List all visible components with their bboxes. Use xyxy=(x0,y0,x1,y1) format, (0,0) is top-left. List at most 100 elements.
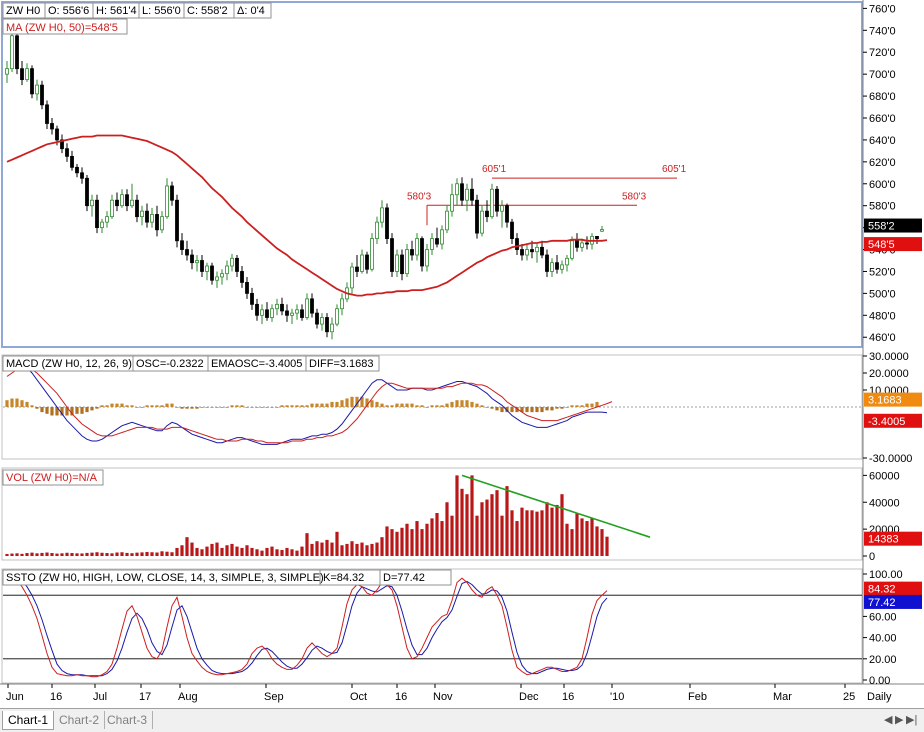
volume-bar xyxy=(515,521,519,556)
macd-histogram-bar xyxy=(135,407,139,408)
price-axis-label: 660'0 xyxy=(869,113,896,125)
x-axis-label: Nov xyxy=(433,691,453,703)
volume-bar xyxy=(370,543,374,556)
volume-bar xyxy=(150,552,154,556)
volume-bar xyxy=(570,529,574,556)
candle-body xyxy=(230,257,234,267)
candle-body xyxy=(280,303,284,312)
volume-bar xyxy=(20,553,24,556)
ssto-d-tag: 77.42 xyxy=(868,597,896,609)
candle-body xyxy=(155,214,159,231)
volume-trendline xyxy=(461,474,651,538)
volume-bar xyxy=(70,553,74,556)
volume-label: VOL (ZW H0)=N/A xyxy=(6,472,98,484)
candle-body xyxy=(365,254,369,270)
macd-histogram-bar xyxy=(275,407,279,408)
volume-header: VOL (ZW H0)=N/A xyxy=(2,469,104,486)
ssto-axis-label: 40.00 xyxy=(869,633,897,645)
candle-body xyxy=(430,238,434,250)
macd-axis-label: 20.0000 xyxy=(869,368,909,380)
volume-bar xyxy=(100,552,104,556)
macd-histogram-bar xyxy=(150,405,154,407)
price-panel[interactable] xyxy=(1,1,863,348)
annotation-label: 580'3 xyxy=(407,191,432,202)
volume-axis-label: 0 xyxy=(869,551,875,563)
candle-body xyxy=(70,155,74,168)
volume-bar xyxy=(160,551,164,556)
volume-axis-label: 40000 xyxy=(869,497,900,509)
volume-bar xyxy=(5,553,9,556)
candle-body xyxy=(110,199,114,218)
price-header: ZW H0 O: 556'6 H: 561'4 L: 556'0 C: 558'… xyxy=(2,2,272,35)
candle-body xyxy=(300,309,304,318)
volume-bar xyxy=(265,547,269,556)
volume-bar xyxy=(360,542,364,556)
candle-body xyxy=(360,254,364,272)
candle-body xyxy=(265,309,269,318)
candle-body xyxy=(390,238,394,272)
candle-body xyxy=(440,229,444,245)
candle-body xyxy=(275,303,279,310)
candle-body xyxy=(580,242,584,248)
volume-bar xyxy=(535,511,539,556)
price-axis-label: 460'0 xyxy=(869,332,896,344)
price-axis-label: 620'0 xyxy=(869,157,896,169)
macd-header: MACD (ZW H0, 12, 26, 9) OSC=-0.2322 EMAO… xyxy=(2,355,380,372)
ssto-d-tag-bg xyxy=(864,594,922,609)
chart-area[interactable]: 580'3 605'1 605'1 580'3 760'0 740'0 720'0 700'… xyxy=(0,0,924,708)
volume-bar xyxy=(485,499,489,556)
macd-histogram-bar xyxy=(245,407,249,408)
macd-histogram-bar xyxy=(170,403,174,407)
macd-histogram-bar xyxy=(500,407,504,413)
candle-body xyxy=(85,177,89,207)
macd-histogram-bar xyxy=(220,407,224,408)
macd-histogram-bar xyxy=(190,407,194,409)
candle-body xyxy=(235,257,239,272)
tab-chart-3[interactable]: Chart-3 xyxy=(102,711,154,729)
volume-bar xyxy=(435,513,439,556)
candle-body xyxy=(40,84,44,106)
volume-bar xyxy=(330,542,334,556)
volume-bar xyxy=(185,537,189,556)
macd-histogram-bar xyxy=(560,407,564,409)
volume-bar xyxy=(285,547,289,556)
macd-axis-label: -30.0000 xyxy=(869,453,912,465)
volume-bar xyxy=(260,550,264,556)
volume-bar xyxy=(395,531,399,556)
x-axis-label: Jul xyxy=(93,691,107,703)
macd-histogram-bar xyxy=(535,407,539,413)
macd-histogram-bar xyxy=(200,407,204,408)
volume-bar xyxy=(375,542,379,556)
candle-body xyxy=(585,242,589,245)
ssto-panel[interactable] xyxy=(1,568,863,684)
volume-bar xyxy=(390,529,394,556)
macd-histogram-bar xyxy=(45,407,49,414)
volume-bar xyxy=(190,542,194,556)
volume-bar xyxy=(565,523,569,556)
macd-histogram-bar xyxy=(50,407,54,416)
volume-bar xyxy=(135,552,139,556)
macd-histogram-bar xyxy=(240,405,244,407)
tab-chart-1[interactable]: Chart-1 xyxy=(2,711,55,730)
ma50-line xyxy=(6,134,608,297)
candle-body xyxy=(80,172,84,179)
macd-histogram-bar xyxy=(285,405,289,407)
volume-bar xyxy=(470,475,474,556)
tab-chart-2[interactable]: Chart-2 xyxy=(54,711,106,729)
candle-body xyxy=(315,312,319,325)
candle-body xyxy=(325,317,329,333)
candle-body xyxy=(100,221,104,229)
candle-body xyxy=(420,238,424,267)
volume-bar xyxy=(455,475,459,556)
volume-plot xyxy=(5,474,651,556)
volume-bar xyxy=(180,545,184,556)
scroll-end-icon[interactable]: ▶| xyxy=(906,714,918,726)
macd-histogram-bar xyxy=(490,407,494,409)
annotation-label: 605'1 xyxy=(482,164,507,175)
macd-histogram-bar xyxy=(255,407,259,408)
scroll-right-icon[interactable]: ▶ xyxy=(895,714,904,726)
volume-bar xyxy=(410,529,414,556)
macd-histogram-bar xyxy=(265,407,269,408)
scroll-left-icon[interactable]: ◀ xyxy=(884,714,893,726)
volume-bar xyxy=(340,545,344,556)
